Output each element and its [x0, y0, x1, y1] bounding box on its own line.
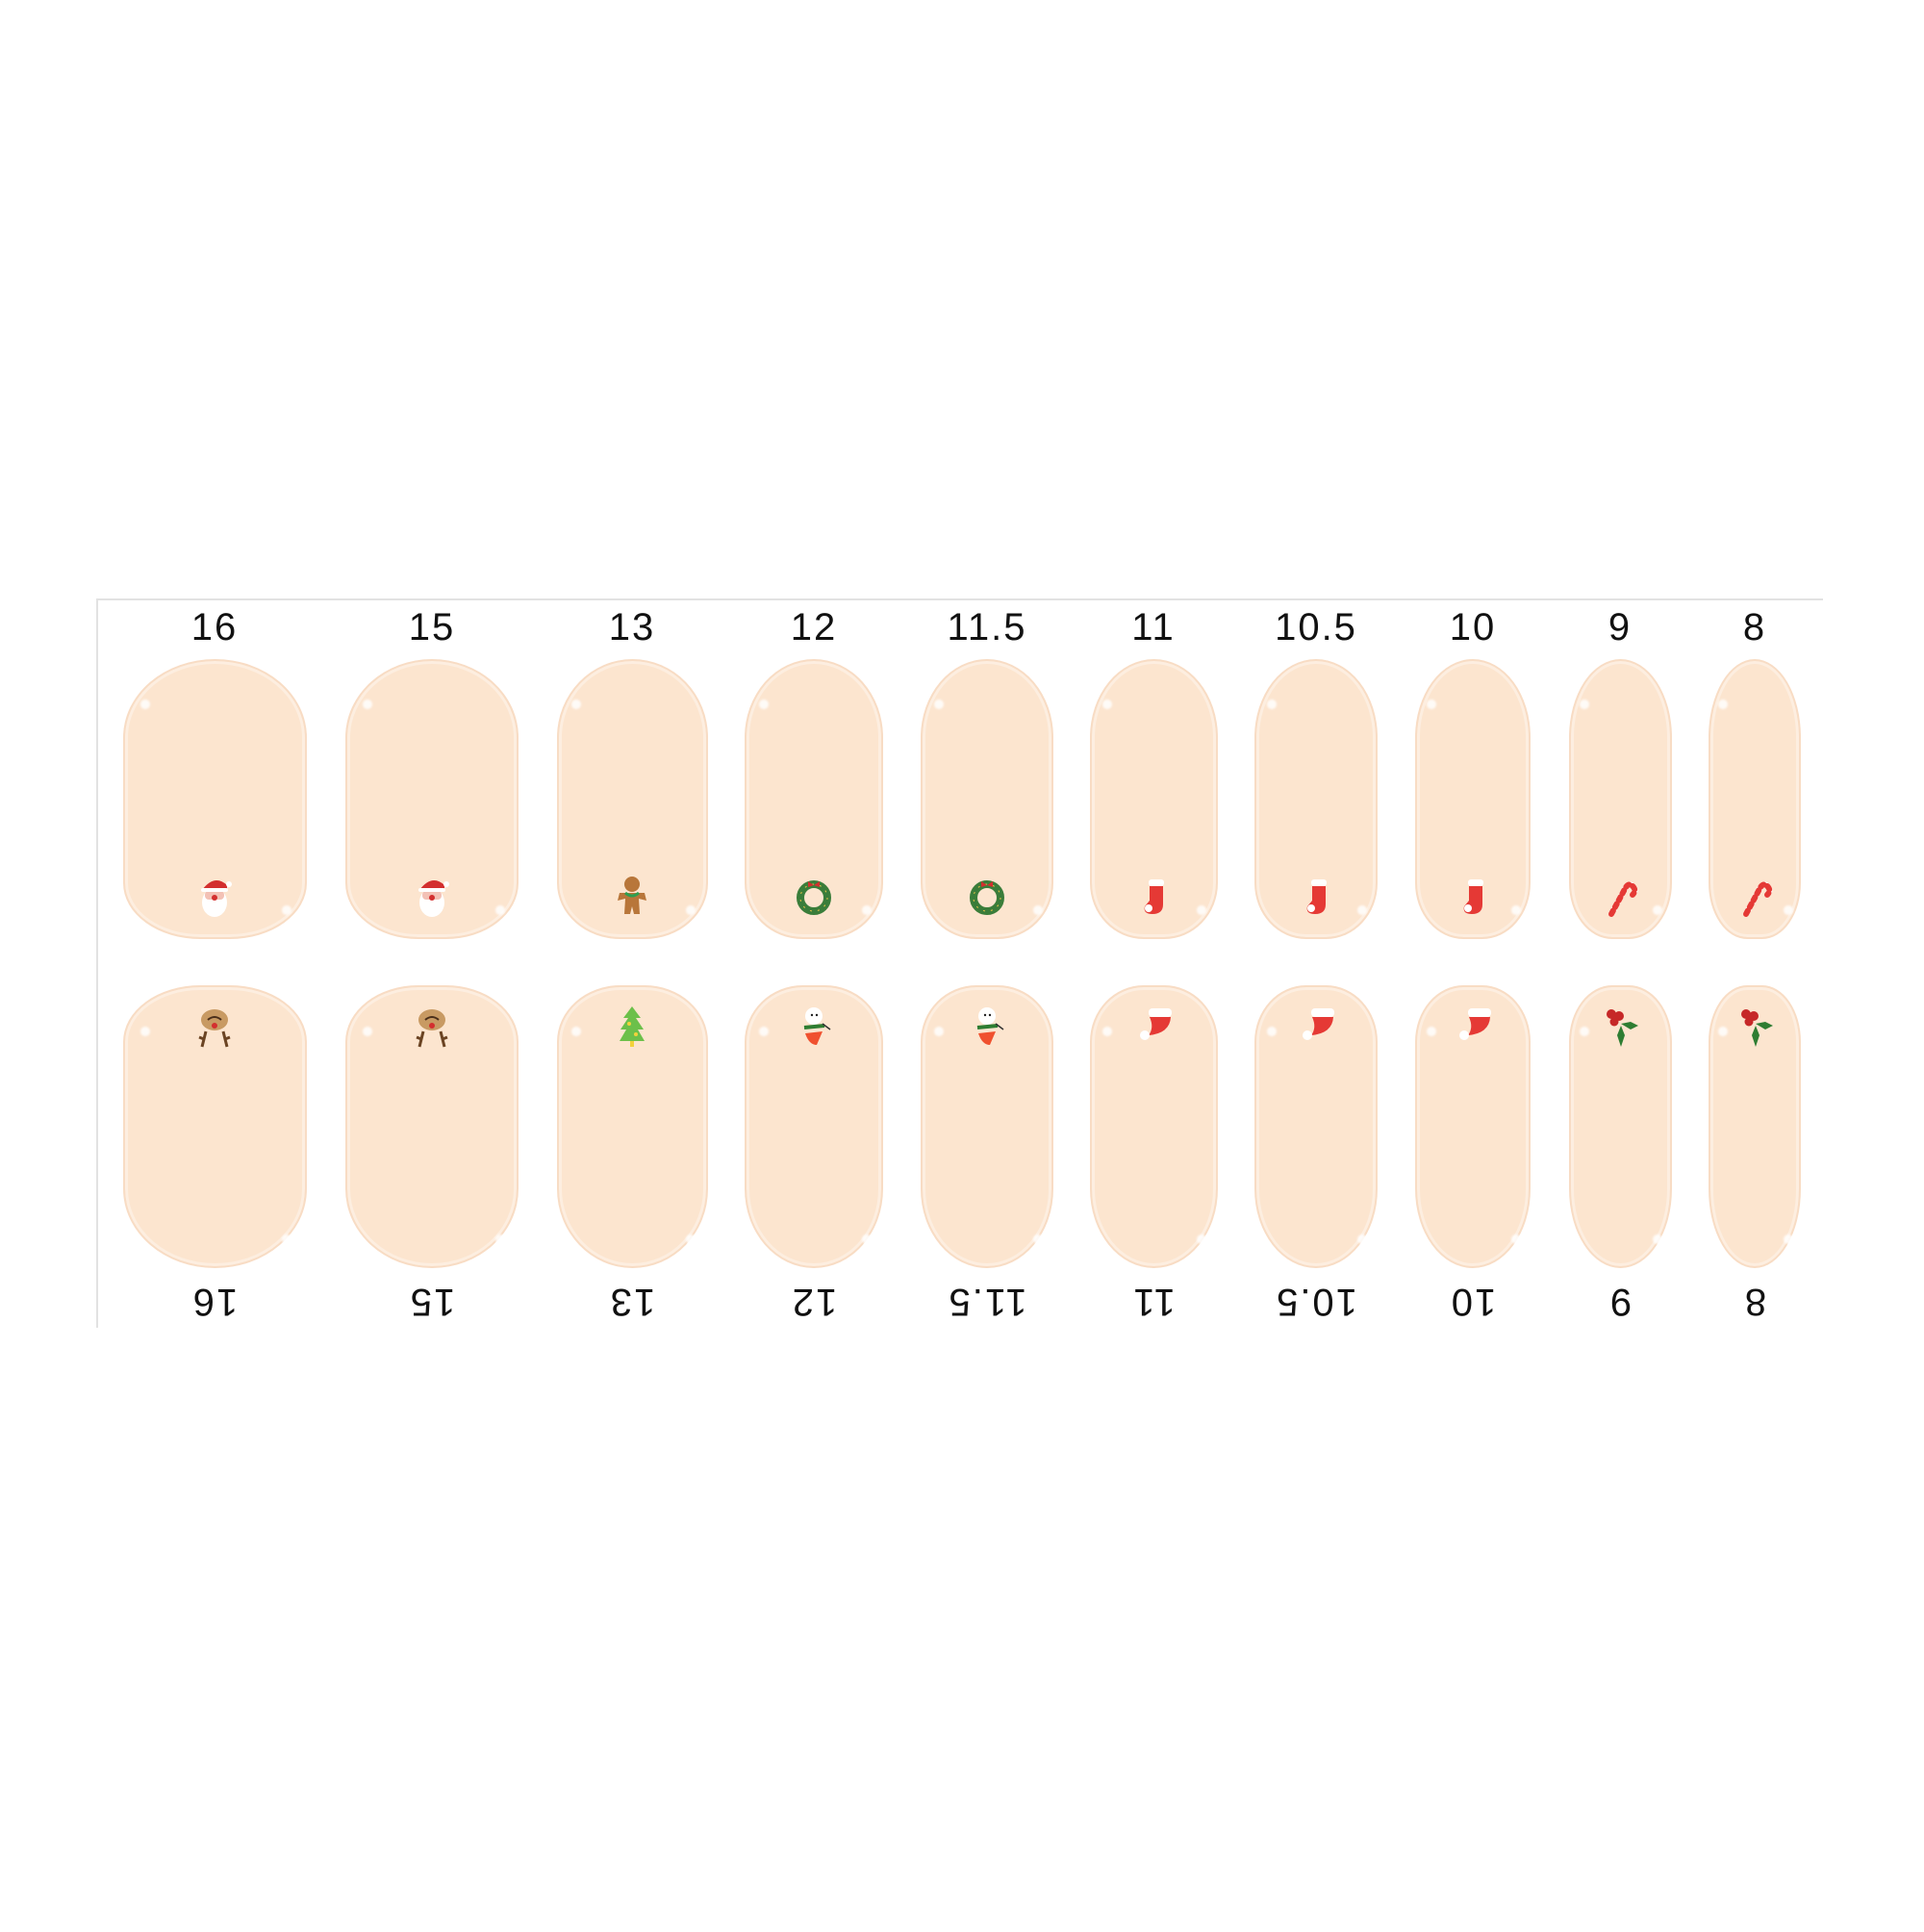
size-label-bottom: 10.5 [1275, 1281, 1357, 1323]
nail-sticker-top [556, 659, 708, 939]
gloss-highlight [758, 1026, 769, 1036]
size-label-top: 8 [1742, 606, 1767, 648]
gloss-highlight [362, 699, 372, 710]
nail-sticker-bottom [345, 985, 519, 1268]
gloss-highlight [140, 699, 151, 710]
gloss-highlight [1579, 1026, 1589, 1036]
gloss-highlight [934, 1026, 945, 1036]
gloss-highlight [1102, 699, 1113, 710]
gloss-highlight [1427, 699, 1437, 710]
gloss-highlight [1357, 905, 1368, 916]
reindeer-icon [190, 1003, 239, 1051]
reindeer-icon [408, 1003, 456, 1051]
size-label-top: 11.5 [947, 606, 1027, 648]
size-label-top: 13 [608, 606, 656, 648]
gloss-highlight [1197, 905, 1207, 916]
stocking-icon [1449, 872, 1497, 920]
gloss-highlight [1427, 1026, 1437, 1036]
gingerbread-icon [608, 872, 656, 920]
nail-sticker-top [745, 659, 883, 939]
size-label-bottom: 10 [1449, 1281, 1497, 1323]
size-label-bottom: 16 [190, 1281, 239, 1323]
size-label-bottom: 15 [408, 1281, 456, 1323]
snowman-icon [790, 1003, 838, 1051]
candy-cane-icon [1731, 872, 1779, 920]
santa-icon [190, 872, 239, 920]
gloss-highlight [1653, 905, 1663, 916]
gloss-highlight [934, 699, 945, 710]
size-label-bottom: 12 [790, 1281, 838, 1323]
santa-hat-icon [1129, 1003, 1177, 1051]
gloss-highlight [494, 905, 505, 916]
size-label-top: 10.5 [1275, 606, 1357, 648]
stocking-icon [1292, 872, 1340, 920]
size-label-bottom: 9 [1608, 1281, 1633, 1323]
gloss-highlight [1267, 699, 1278, 710]
gloss-highlight [685, 905, 696, 916]
gloss-highlight [1783, 1233, 1793, 1244]
size-label-top: 16 [190, 606, 239, 648]
wreath-icon [963, 872, 1011, 920]
gloss-highlight [1197, 1233, 1207, 1244]
gloss-highlight [282, 1233, 292, 1244]
gloss-highlight [685, 1233, 696, 1244]
nail-sticker-sheet [96, 598, 1823, 1328]
gloss-highlight [758, 699, 769, 710]
size-label-top: 15 [408, 606, 456, 648]
santa-hat-icon [1449, 1003, 1497, 1051]
gloss-highlight [1653, 1233, 1663, 1244]
size-label-bottom: 11 [1131, 1281, 1176, 1323]
gloss-highlight [1783, 905, 1793, 916]
gloss-highlight [571, 1026, 582, 1036]
snowman-icon [963, 1003, 1011, 1051]
size-label-top: 10 [1449, 606, 1497, 648]
gloss-highlight [1718, 1026, 1729, 1036]
size-label-bottom: 11.5 [947, 1281, 1027, 1323]
gloss-highlight [571, 699, 582, 710]
gloss-highlight [1102, 1026, 1113, 1036]
size-label-bottom: 8 [1742, 1281, 1767, 1323]
size-label-top: 9 [1608, 606, 1633, 648]
gloss-highlight [862, 905, 873, 916]
gloss-highlight [1579, 699, 1589, 710]
santa-hat-icon [1292, 1003, 1340, 1051]
gloss-highlight [862, 1233, 873, 1244]
gloss-highlight [1510, 1233, 1521, 1244]
candy-cane-icon [1596, 872, 1644, 920]
holly-icon [1731, 1003, 1779, 1051]
gloss-highlight [1032, 905, 1043, 916]
gloss-highlight [494, 1233, 505, 1244]
stocking-icon [1129, 872, 1177, 920]
gloss-highlight [362, 1026, 372, 1036]
nail-sticker-bottom [122, 985, 307, 1268]
size-label-top: 11 [1131, 606, 1176, 648]
santa-icon [408, 872, 456, 920]
holly-icon [1596, 1003, 1644, 1051]
christmas-tree-icon [608, 1003, 656, 1051]
size-label-top: 12 [790, 606, 838, 648]
size-label-bottom: 13 [608, 1281, 656, 1323]
gloss-highlight [282, 905, 292, 916]
nail-sticker-top [1709, 659, 1801, 939]
wreath-icon [790, 872, 838, 920]
gloss-highlight [140, 1026, 151, 1036]
gloss-highlight [1267, 1026, 1278, 1036]
gloss-highlight [1032, 1233, 1043, 1244]
gloss-highlight [1357, 1233, 1368, 1244]
nail-sticker-top [921, 659, 1053, 939]
gloss-highlight [1510, 905, 1521, 916]
gloss-highlight [1718, 699, 1729, 710]
